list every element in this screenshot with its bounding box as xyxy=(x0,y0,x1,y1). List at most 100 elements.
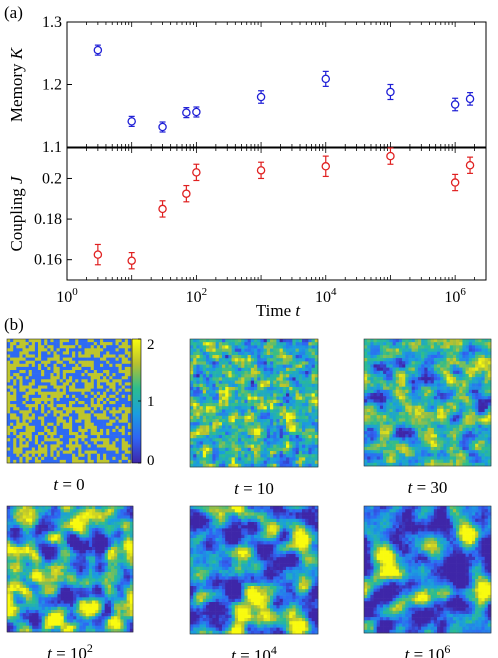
heatmap-cell xyxy=(215,339,220,343)
heatmap-cell xyxy=(398,399,403,403)
heatmap-cell xyxy=(196,358,200,362)
heatmap-cell xyxy=(90,404,95,408)
heatmap-cell xyxy=(75,416,79,420)
heatmap-cell xyxy=(305,345,309,349)
heatmap-cell xyxy=(90,366,95,371)
heatmap-cell xyxy=(190,412,194,417)
heatmap-cell xyxy=(25,391,29,396)
heatmap-cell xyxy=(462,402,466,406)
heatmap-cell xyxy=(405,408,409,413)
heatmap-cell xyxy=(53,432,57,436)
heatmap-cell xyxy=(305,451,309,455)
heatmap-cell xyxy=(212,351,216,356)
heatmap-cell xyxy=(443,443,447,448)
heatmap-cell xyxy=(408,427,412,432)
heatmap-cell xyxy=(308,377,312,381)
heatmap-cell xyxy=(279,460,284,465)
heatmap-cell xyxy=(292,358,296,362)
memory-x-ticks xyxy=(66,22,487,147)
heatmap-cell xyxy=(437,389,441,394)
heatmap-cell xyxy=(25,373,29,377)
heatmap-cell xyxy=(41,428,45,433)
heatmap-cell xyxy=(440,358,444,362)
heatmap-cell xyxy=(282,419,287,423)
heatmap-cell xyxy=(34,376,39,380)
heatmap-cell xyxy=(65,444,70,448)
heatmap-cell xyxy=(225,371,229,375)
heatmap-cell xyxy=(456,418,460,422)
heatmap-cell xyxy=(279,396,284,401)
heatmap-cell xyxy=(90,438,95,442)
heatmap-cell xyxy=(376,412,381,416)
heatmap-cell xyxy=(231,377,236,381)
heatmap-cell xyxy=(84,456,88,461)
heatmap-cell xyxy=(196,345,200,349)
heatmap-cell xyxy=(78,422,82,427)
heatmap-cell xyxy=(59,441,64,445)
heatmap-cell xyxy=(286,428,290,433)
heatmap-cell xyxy=(100,416,104,420)
heatmap-cell xyxy=(81,394,85,399)
heatmap-cell xyxy=(437,386,441,391)
heatmap-cell xyxy=(263,428,268,433)
heatmap-cell xyxy=(44,459,48,464)
heatmap-cell xyxy=(19,428,23,433)
heatmap-cell xyxy=(465,392,470,397)
heatmap-cell xyxy=(118,360,122,365)
heatmap-cell xyxy=(47,382,51,386)
heatmap-cell xyxy=(250,367,255,372)
heatmap-cell xyxy=(28,382,33,386)
heatmap-cell xyxy=(462,389,466,394)
heatmap-cell xyxy=(209,339,213,343)
heatmap-cell xyxy=(121,444,126,448)
heatmap-cell xyxy=(398,370,403,375)
heatmap-cell xyxy=(462,370,466,375)
heatmap-cell xyxy=(289,342,293,346)
heatmap-cell xyxy=(218,371,223,375)
heatmap-cell xyxy=(25,419,29,423)
heatmap-cell xyxy=(65,413,70,417)
heatmap-cell xyxy=(421,408,425,413)
heatmap-cell xyxy=(392,396,397,400)
heatmap-cell xyxy=(433,399,438,403)
heatmap-cell xyxy=(421,386,425,391)
heatmap-cell xyxy=(78,382,82,386)
heatmap-cell xyxy=(62,444,67,448)
heatmap-cell xyxy=(452,424,457,429)
heatmap-cell xyxy=(276,355,280,359)
heatmap-cell xyxy=(424,373,428,378)
heatmap-cell xyxy=(38,453,42,458)
heatmap-cell xyxy=(234,355,239,359)
heatmap-cell xyxy=(389,415,393,419)
heatmap-cell xyxy=(103,357,107,361)
heatmap-cell xyxy=(31,444,36,448)
heatmap-cell xyxy=(266,377,271,381)
heatmap-cell xyxy=(22,422,26,427)
heatmap-cell xyxy=(465,348,470,352)
heatmap-cell xyxy=(87,438,91,442)
heatmap-cell xyxy=(22,441,26,445)
heatmap-cell xyxy=(84,376,88,380)
heatmap-cell xyxy=(452,383,457,387)
heatmap-cell xyxy=(417,348,422,352)
heatmap-cell xyxy=(62,428,67,433)
heatmap-cell xyxy=(449,415,454,419)
heatmap-cell xyxy=(190,377,194,381)
heatmap-cell xyxy=(244,374,248,378)
heatmap-cell xyxy=(225,361,229,365)
heatmap-cell xyxy=(462,377,466,381)
heatmap-cell xyxy=(446,386,451,391)
heatmap-cell xyxy=(471,402,476,406)
heatmap-cell xyxy=(478,424,482,429)
heatmap-cell xyxy=(225,460,229,465)
heatmap-cell xyxy=(465,421,470,426)
heatmap-cell xyxy=(234,451,239,455)
heatmap-cell xyxy=(62,357,67,361)
heatmap-cell xyxy=(263,444,268,449)
heatmap-cell xyxy=(311,441,316,445)
heatmap-cell xyxy=(93,379,98,383)
heatmap-cell xyxy=(41,397,45,402)
heatmap-cell xyxy=(376,339,381,343)
heatmap-cell xyxy=(364,364,368,368)
heatmap-cell xyxy=(270,348,274,353)
